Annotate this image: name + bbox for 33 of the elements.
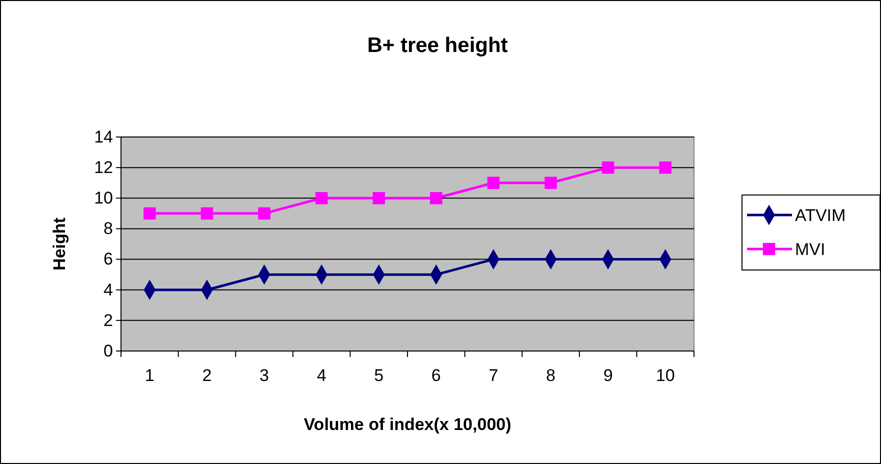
y-tick-label: 14 [94,127,113,146]
point [315,192,328,204]
y-tick-label: 10 [94,188,113,208]
y-axis-title: Height [50,217,69,270]
chart-title: B+ tree height [367,34,508,57]
x-tick-label: 9 [603,366,613,386]
x-tick-label: 5 [374,366,384,386]
x-tick-label: 2 [202,366,212,386]
legend-label: ATVIM [795,206,846,225]
y-tick-label: 12 [94,158,113,178]
y-tick-label: 0 [104,341,113,360]
x-tick-label: 10 [656,366,675,386]
x-axis-title: Volume of index(x 10,000) [304,415,512,434]
point [200,207,214,220]
y-tick-label: 4 [104,280,113,300]
point [659,161,672,174]
point [487,176,500,189]
y-tick-label: 8 [104,219,113,238]
y-tick-label: 6 [104,250,113,269]
x-tick-label: 4 [316,366,326,386]
x-tick-label: 3 [260,366,269,386]
point [144,207,156,220]
x-tick-label: 6 [431,366,441,386]
point [258,207,270,220]
point [372,192,385,204]
point [430,192,442,204]
point [544,176,557,189]
x-tick-label: 8 [546,366,556,386]
point [602,161,614,174]
x-tick-label: 1 [144,366,154,386]
legend-label: MVI [795,240,826,259]
y-tick-label: 2 [104,310,113,330]
x-tick-label: 7 [488,366,498,386]
